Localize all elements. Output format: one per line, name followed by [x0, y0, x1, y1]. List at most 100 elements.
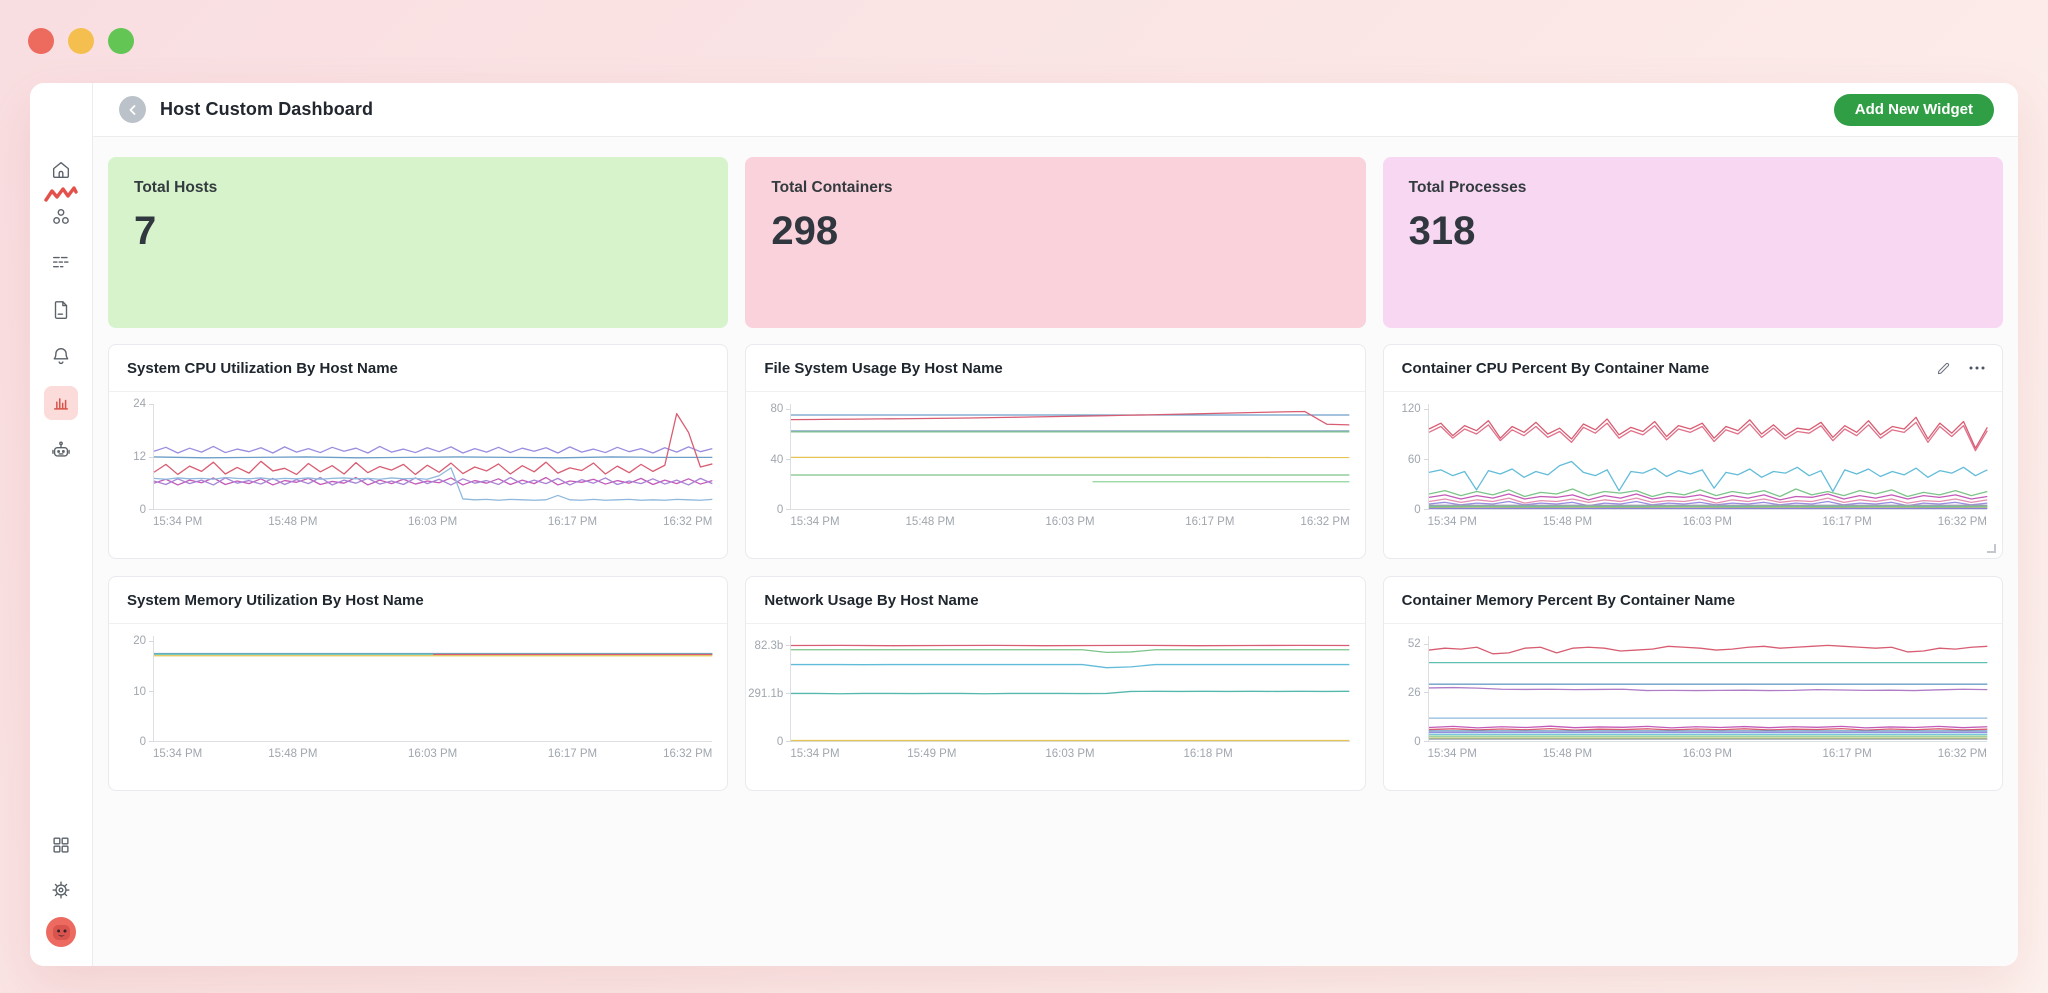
- x-tick-label: 15:34 PM: [790, 516, 840, 528]
- y-tick-label: 291.1b: [748, 687, 784, 700]
- main-area: Host Custom Dashboard Add New Widget Tot…: [93, 83, 2018, 966]
- stat-value: 7: [134, 209, 157, 253]
- close-window-button[interactable]: [28, 28, 54, 54]
- x-tick-label: 16:03 PM: [1045, 748, 1095, 760]
- y-tick-label: 0: [776, 736, 784, 748]
- series-container-magenta: [1429, 494, 1987, 500]
- stat-card-total-containers: Total Containers 298: [745, 157, 1366, 328]
- widget-title: System Memory Utilization By Host Name: [127, 591, 424, 609]
- y-tick-label: 20: [133, 635, 146, 648]
- edit-pencil-icon[interactable]: [1936, 360, 1952, 376]
- widget-network-usage: Network Usage By Host Name 82.3b 291.1b 0 …: [745, 576, 1366, 791]
- chart-plot-area[interactable]: [149, 404, 712, 510]
- brand-logo-icon: [44, 184, 78, 211]
- y-axis: 52 26 0: [1392, 636, 1428, 748]
- zoom-window-button[interactable]: [108, 28, 134, 54]
- x-tick-label: 16:03 PM: [1682, 748, 1732, 760]
- series-mem-red: [1429, 645, 1987, 653]
- apps-grid-icon[interactable]: [48, 832, 74, 858]
- page-header: Host Custom Dashboard Add New Widget: [93, 83, 2018, 137]
- settings-gear-icon[interactable]: [48, 877, 74, 903]
- series-net-teal: [791, 691, 1349, 693]
- y-tick-label: 40: [770, 453, 784, 466]
- x-tick-label: 16:03 PM: [408, 516, 458, 528]
- stat-value: 318: [1408, 209, 1476, 253]
- x-tick-label: 15:48 PM: [268, 516, 318, 528]
- y-axis: 80 40 0: [754, 403, 790, 516]
- series-mem-purple-28: [1429, 688, 1987, 691]
- series-host-blue: [154, 457, 712, 458]
- x-tick-label: 16:17 PM: [1822, 748, 1872, 760]
- document-icon[interactable]: [48, 297, 74, 323]
- x-axis: 15:34 PM 15:48 PM 16:03 PM 16:17 PM 16:32 PM: [1428, 510, 1987, 534]
- chart-plot-area[interactable]: [786, 404, 1349, 510]
- chart-plot-area[interactable]: [149, 636, 713, 742]
- sidebar: [30, 83, 93, 966]
- stat-value: 298: [771, 209, 839, 253]
- series-container-red-2: [1429, 422, 1987, 450]
- user-avatar[interactable]: [45, 916, 77, 948]
- minimize-window-button[interactable]: [68, 28, 94, 54]
- x-tick-label: 16:17 PM: [1185, 516, 1235, 528]
- x-axis: 15:34 PM 15:48 PM 16:03 PM 16:17 PM 16:32 PM: [153, 510, 712, 534]
- x-tick-label: 15:49 PM: [907, 748, 957, 760]
- y-tick-label: 0: [139, 736, 146, 748]
- x-axis: 15:34 PM 15:48 PM 16:03 PM 16:17 PM 16:32 PM: [790, 510, 1349, 534]
- x-tick-label: 16:03 PM: [408, 748, 458, 760]
- x-axis: 15:34 PM 15:49 PM 16:03 PM 16:18 PM: [790, 742, 1349, 766]
- y-tick-label: 80: [770, 403, 784, 416]
- y-tick-label: 0: [1414, 736, 1421, 748]
- y-tick-label: 0: [776, 504, 784, 516]
- widget-title: File System Usage By Host Name: [764, 359, 1003, 377]
- series-mem-magenta-7: [1429, 726, 1987, 728]
- x-tick-label: 16:17 PM: [547, 516, 598, 528]
- dashboards-chart-icon[interactable]: [44, 386, 78, 420]
- widget-resize-handle[interactable]: [1986, 544, 1996, 553]
- alerts-bell-icon[interactable]: [48, 343, 74, 369]
- series-container-pink: [1429, 498, 1987, 503]
- series-container-red-1: [1429, 417, 1987, 448]
- y-axis: 24 12 0: [117, 398, 153, 516]
- x-tick-label: 15:34 PM: [1427, 516, 1477, 528]
- series-host-red-rising: [791, 411, 1349, 424]
- stats-row: Total Hosts 7 Total Containers 298 Total…: [108, 157, 2003, 328]
- widget-container-cpu-percent: Container CPU Percent By Container Name …: [1382, 344, 2003, 559]
- services-cluster-icon[interactable]: [48, 204, 74, 230]
- x-tick-label: 16:32 PM: [1937, 748, 1987, 760]
- home-icon[interactable]: [48, 157, 74, 183]
- series-host-red: [154, 414, 712, 475]
- y-tick-label: 10: [133, 685, 146, 698]
- widget-title: System CPU Utilization By Host Name: [127, 359, 398, 377]
- y-tick-label: 24: [133, 398, 146, 410]
- charts-grid-row-1: System CPU Utilization By Host Name 24 12…: [108, 344, 2003, 791]
- widget-title: Container CPU Percent By Container Name: [1401, 359, 1710, 377]
- widget-menu-ellipsis-icon[interactable]: [1968, 360, 1986, 376]
- page-title: Host Custom Dashboard: [160, 99, 374, 119]
- y-axis: 20 10 0: [117, 635, 153, 748]
- chart-plot-area[interactable]: [1423, 636, 1987, 742]
- chart-plot-area[interactable]: [786, 636, 1349, 742]
- bot-icon[interactable]: [48, 437, 74, 463]
- widget-system-cpu-utilization: System CPU Utilization By Host Name 24 12…: [108, 344, 729, 559]
- x-tick-label: 16:32 PM: [663, 748, 713, 760]
- chart-plot-area[interactable]: [1423, 404, 1987, 510]
- dashboard-content: Total Hosts 7 Total Containers 298 Total…: [93, 137, 2018, 966]
- widget-container-memory-percent: Container Memory Percent By Container Na…: [1382, 576, 2003, 791]
- x-tick-label: 16:17 PM: [1822, 516, 1872, 528]
- widget-title: Network Usage By Host Name: [764, 591, 979, 609]
- y-tick-label: 120: [1401, 403, 1421, 416]
- y-tick-label: 82.3b: [754, 639, 784, 652]
- x-tick-label: 16:18 PM: [1183, 748, 1233, 760]
- series-container-green: [1429, 489, 1987, 497]
- add-new-widget-button[interactable]: Add New Widget: [1833, 93, 1994, 126]
- series-net-cyan: [791, 665, 1349, 668]
- x-axis: 15:34 PM 15:48 PM 16:03 PM 16:17 PM 16:32 PM: [153, 742, 712, 766]
- stat-label: Total Hosts: [134, 179, 218, 196]
- back-button[interactable]: [119, 96, 146, 123]
- x-tick-label: 15:34 PM: [153, 516, 203, 528]
- logs-icon[interactable]: [48, 250, 74, 276]
- y-tick-label: 0: [139, 504, 146, 516]
- x-tick-label: 15:48 PM: [1542, 748, 1593, 760]
- y-axis: 82.3b 291.1b 0: [748, 636, 790, 748]
- series-host-violet: [154, 478, 712, 485]
